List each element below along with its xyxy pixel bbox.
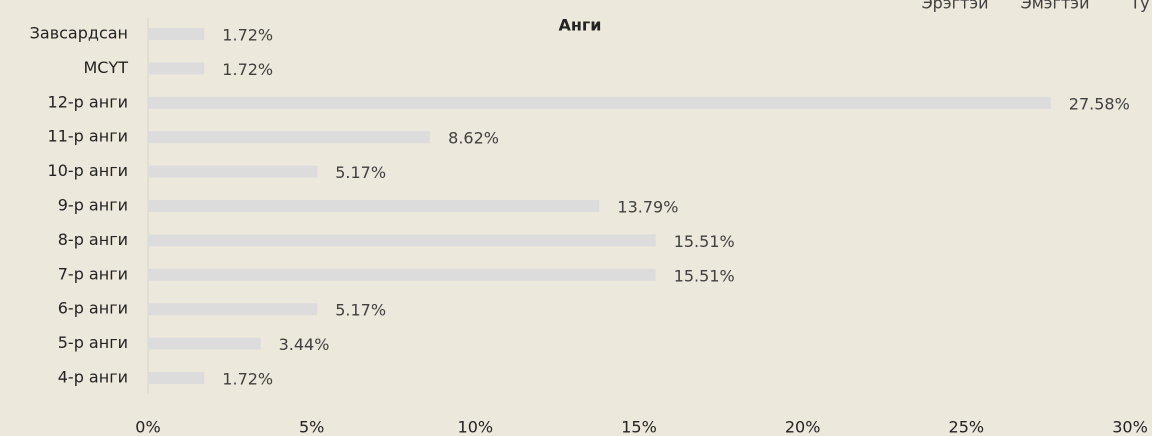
bar [148,131,431,144]
y-tick-label: 8-р анги [58,230,128,249]
data-label: 1.72% [222,26,273,45]
bar [148,337,261,350]
x-tick-label: 5% [299,418,324,436]
y-tick-label: Завсардсан [30,24,128,43]
data-label: 15.51% [674,232,735,251]
bar [148,62,205,75]
data-label: 8.62% [448,129,499,148]
y-tick-label: 12-р анги [48,92,128,111]
y-tick-label: 4-р анги [58,368,128,387]
header-label: Ту [1129,0,1149,13]
y-tick-label: 6-р анги [58,299,128,318]
x-tick-label: 25% [949,418,985,436]
data-label: 3.44% [279,335,330,354]
y-tick-label: 10-р анги [48,161,128,180]
bar [148,165,318,178]
x-tick-label: 20% [785,418,821,436]
bar [148,303,318,316]
chart-title: Анги [558,16,601,35]
y-tick-label: 9-р анги [58,196,128,215]
header-label: Эмэгтэй [1021,0,1090,13]
x-tick-label: 0% [135,418,160,436]
x-tick-label: 15% [621,418,657,436]
y-tick-label: 11-р анги [48,127,128,146]
data-label: 27.58% [1069,94,1130,113]
data-label: 1.72% [222,370,273,389]
bar [148,234,656,247]
data-label: 13.79% [617,198,678,217]
bar [148,28,205,40]
bar [148,268,656,281]
bar [148,96,1051,109]
x-tick-label: 30% [1112,418,1148,436]
y-tick-label: МСҮТ [83,58,128,77]
bar [148,200,600,212]
x-tick-label: 10% [458,418,494,436]
bar [148,372,205,384]
y-tick-label: 7-р анги [58,264,128,283]
y-tick-label: 5-р анги [58,333,128,352]
header-label: Эрэгтэй [921,0,988,13]
data-label: 15.51% [674,266,735,285]
data-label: 5.17% [335,163,386,182]
data-label: 1.72% [222,60,273,79]
data-label: 5.17% [335,301,386,320]
